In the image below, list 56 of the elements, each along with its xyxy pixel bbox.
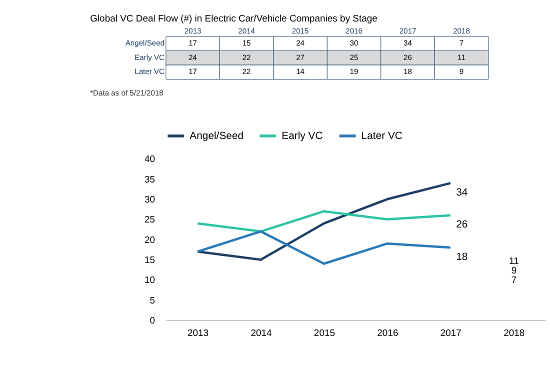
y-tick-label: 20 (144, 234, 156, 246)
text: *Data as of 5/21/2018 (90, 88, 164, 98)
y-tick-label: 25 (144, 214, 156, 226)
data-label: 26 (456, 220, 468, 231)
legend-label: Angel/Seed (190, 130, 244, 142)
data-label: 22 (242, 67, 251, 76)
data-label: 34 (456, 187, 468, 198)
x-tick-label: 2014 (250, 328, 272, 339)
legend-label: Later VC (361, 130, 403, 142)
data-label: 24 (296, 38, 305, 48)
x-tick-label: 2015 (314, 328, 336, 339)
y-tick-label: 40 (144, 154, 156, 166)
x-tick-label: 2017 (399, 26, 416, 36)
data-label: 18 (404, 67, 412, 76)
data-label: 17 (188, 67, 198, 76)
data-label: 24 (188, 52, 198, 62)
data-label: 9 (459, 67, 464, 76)
data-label: 22 (242, 52, 251, 62)
x-tick-label: 2013 (184, 26, 202, 36)
data-label: 15 (242, 38, 251, 48)
data-label: 11 (458, 52, 466, 62)
y-tick-label: 35 (144, 174, 156, 186)
data-label: 26 (404, 52, 412, 62)
x-tick-label: 2016 (346, 26, 362, 36)
data-label: 30 (350, 38, 358, 48)
y-tick-label: 15 (144, 254, 156, 266)
data-label: 27 (296, 52, 305, 62)
line-series (196, 230, 452, 265)
data-label: 7 (459, 38, 464, 48)
data-label: 18 (456, 252, 468, 263)
annotation: 11 (509, 256, 519, 268)
data-label: 25 (350, 52, 358, 62)
y-tick-label: 10 (144, 275, 156, 286)
x-tick-label: 2013 (187, 328, 209, 339)
x-tick-label: 2016 (377, 328, 398, 339)
y-tick-label: Later VC (134, 67, 166, 76)
y-tick-label: Early VC (134, 52, 166, 62)
x-tick-label: 2018 (453, 26, 470, 36)
data-label: 19 (350, 67, 358, 76)
x-tick-label: 2014 (238, 26, 255, 36)
line-series (196, 210, 452, 233)
y-tick-label: 5 (150, 295, 156, 306)
data-label: 17 (188, 38, 198, 48)
chart-title: Global VC Deal Flow (#) in Electric Car/Vehicle Companies by Stage (90, 13, 378, 24)
annotation: 9 (511, 266, 517, 277)
y-tick-label: 0 (150, 315, 156, 326)
data-label: 34 (404, 38, 412, 48)
legend-label: Early VC (282, 130, 324, 142)
x-tick-label: 2018 (504, 328, 525, 339)
y-tick-label: Angel/Seed (125, 38, 165, 48)
y-tick-label: 30 (144, 194, 156, 206)
data-label: 14 (296, 67, 305, 76)
x-tick-label: 2017 (440, 328, 462, 339)
line-series (196, 182, 452, 261)
annotation: 7 (511, 275, 517, 286)
x-tick-label: 2015 (292, 26, 309, 36)
